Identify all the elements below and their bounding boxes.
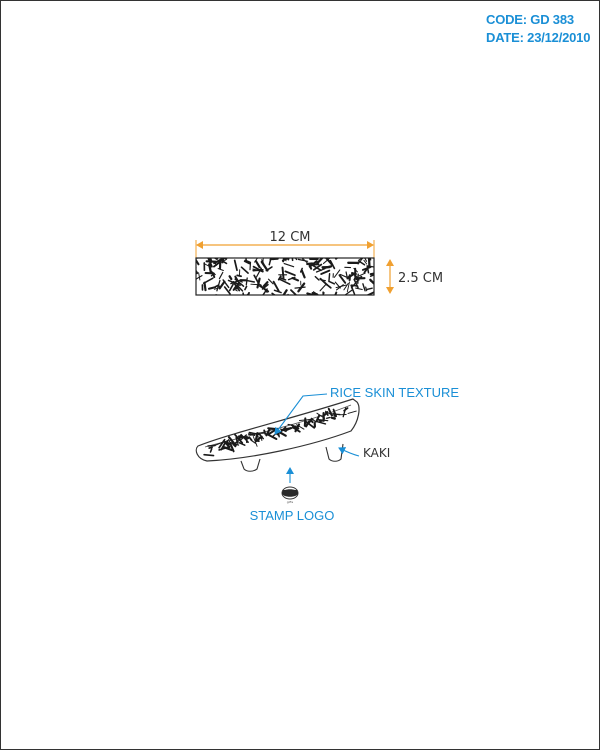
logo-callout: gifts STAMP LOGO xyxy=(250,468,335,523)
height-label: 2.5 CM xyxy=(398,271,443,286)
plan-view: 12 CM 2.5 CM xyxy=(192,230,443,299)
width-label: 12 CM xyxy=(270,230,311,245)
material-label: KAKI xyxy=(363,446,390,460)
texture-label: RICE SKIN TEXTURE xyxy=(330,385,459,400)
stamp-logo-icon: gifts xyxy=(282,487,298,504)
plate-top-view xyxy=(192,252,379,299)
logo-mark-text: gifts xyxy=(287,500,294,504)
height-dimension: 2.5 CM xyxy=(390,260,443,293)
side-view: RICE SKIN TEXTURE KAKI gifts STAMP LOGO xyxy=(196,385,459,523)
logo-label: STAMP LOGO xyxy=(250,508,335,523)
width-dimension: 12 CM xyxy=(196,230,374,258)
material-callout: KAKI xyxy=(339,446,390,460)
dish-side-view xyxy=(196,399,359,471)
